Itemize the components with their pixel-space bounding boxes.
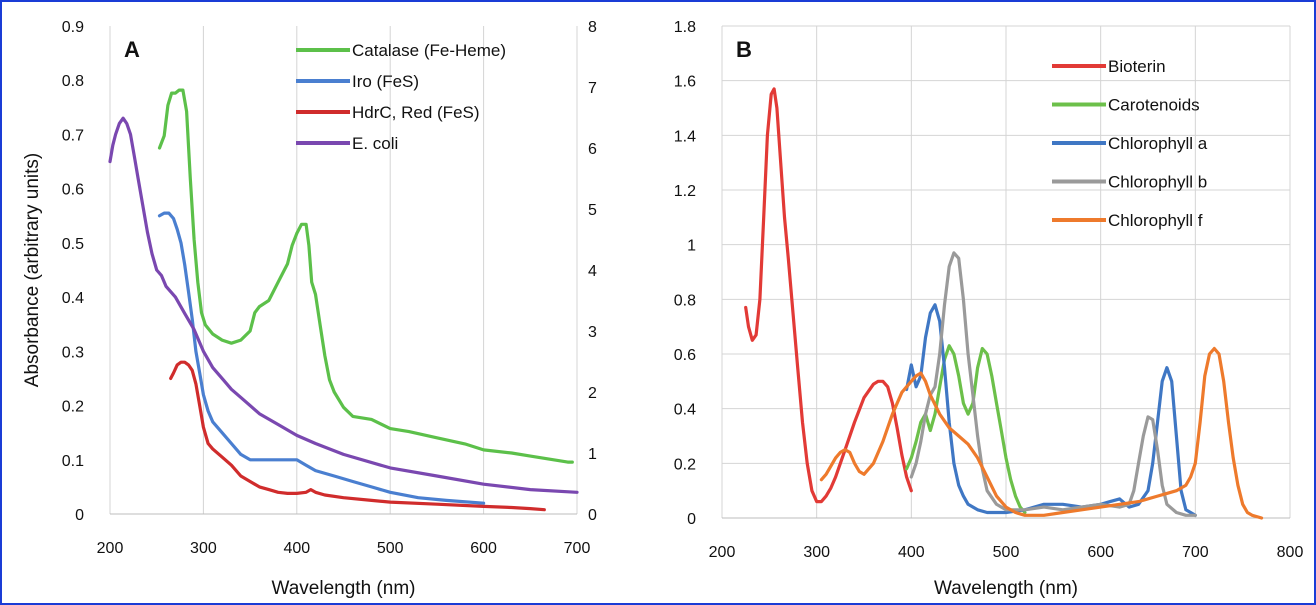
x-tick-label: 600 [1087, 544, 1114, 561]
series-line [108, 116, 579, 494]
secondary-y-tick-label: 1 [588, 446, 597, 463]
legend-label: Carotenoids [1108, 96, 1200, 115]
x-tick-label: 500 [377, 540, 404, 557]
x-tick-label: 700 [564, 540, 591, 557]
legend-label: Chlorophyll a [1108, 134, 1208, 153]
x-tick-label: 300 [190, 540, 217, 557]
y-tick-label: 1.6 [674, 74, 696, 91]
y-tick-label: 0.3 [62, 344, 84, 361]
x-tick-label: 200 [709, 544, 736, 561]
y-tick-label: 0.2 [674, 456, 696, 473]
x-axis-title: Wavelength (nm) [272, 578, 416, 599]
x-axis-title: Wavelength (nm) [934, 578, 1078, 599]
legend-label: HdrC, Red (FeS) [352, 103, 480, 122]
legend-label: Iro (FeS) [352, 72, 419, 91]
y-tick-label: 0.1 [62, 453, 84, 470]
secondary-y-tick-label: 2 [588, 385, 597, 402]
series-line [744, 87, 913, 504]
y-axis-title: Absorbance (arbitrary units) [22, 153, 43, 387]
series-line [909, 251, 1197, 517]
y-tick-label: 0.4 [62, 290, 84, 307]
secondary-y-tick-label: 5 [588, 202, 597, 219]
y-tick-label: 1.8 [674, 19, 696, 36]
y-tick-label: 1 [687, 238, 696, 255]
secondary-y-tick-label: 4 [588, 263, 597, 280]
y-tick-label: 0.9 [62, 19, 84, 36]
x-tick-label: 400 [283, 540, 310, 557]
y-tick-label: 0 [75, 507, 84, 524]
y-tick-label: 0.8 [62, 73, 84, 90]
y-tick-label: 0.6 [62, 182, 84, 199]
x-tick-label: 600 [470, 540, 497, 557]
panel-label: A [124, 37, 140, 62]
y-tick-label: 0.2 [62, 399, 84, 416]
x-tick-label: 500 [993, 544, 1020, 561]
legend-label: Chlorophyll b [1108, 173, 1207, 192]
series-line [905, 303, 1197, 517]
x-tick-label: 300 [803, 544, 830, 561]
y-tick-label: 0 [687, 511, 696, 528]
secondary-y-tick-label: 3 [588, 324, 597, 341]
legend-label: E. coli [352, 134, 398, 153]
series-line [169, 360, 546, 512]
secondary-y-tick-label: 6 [588, 141, 597, 158]
y-tick-label: 1.2 [674, 183, 696, 200]
secondary-y-tick-label: 0 [588, 507, 597, 524]
y-tick-label: 0.4 [674, 402, 696, 419]
x-tick-label: 400 [898, 544, 925, 561]
x-tick-label: 700 [1182, 544, 1209, 561]
panel-label: B [736, 37, 752, 62]
x-tick-label: 200 [97, 540, 124, 557]
x-tick-label: 800 [1277, 544, 1304, 561]
y-tick-label: 0.5 [62, 236, 84, 253]
y-tick-label: 0.8 [674, 292, 696, 309]
series-line [157, 88, 574, 464]
legend-label: Chlorophyll f [1108, 211, 1203, 230]
y-tick-label: 0.7 [62, 127, 84, 144]
secondary-y-tick-label: 7 [588, 80, 597, 97]
series-line [819, 346, 1264, 520]
y-tick-label: 1.4 [674, 128, 696, 145]
panel-b-chart: 200 300 400 500 600 700 800 0 0.2 0.4 0.6 0.8 1 1.2 1.… [674, 19, 1304, 599]
secondary-y-tick-label: 8 [588, 19, 597, 36]
legend-label: Catalase (Fe-Heme) [352, 41, 506, 60]
legend-label: Bioterin [1108, 57, 1166, 76]
y-tick-label: 0.6 [674, 347, 696, 364]
panel-a-chart: 200 300 400 500 600 700 0 0.1 0.2 0.3 0.4 0.5 0.6 0.7… [22, 19, 597, 599]
series-line [157, 211, 486, 505]
